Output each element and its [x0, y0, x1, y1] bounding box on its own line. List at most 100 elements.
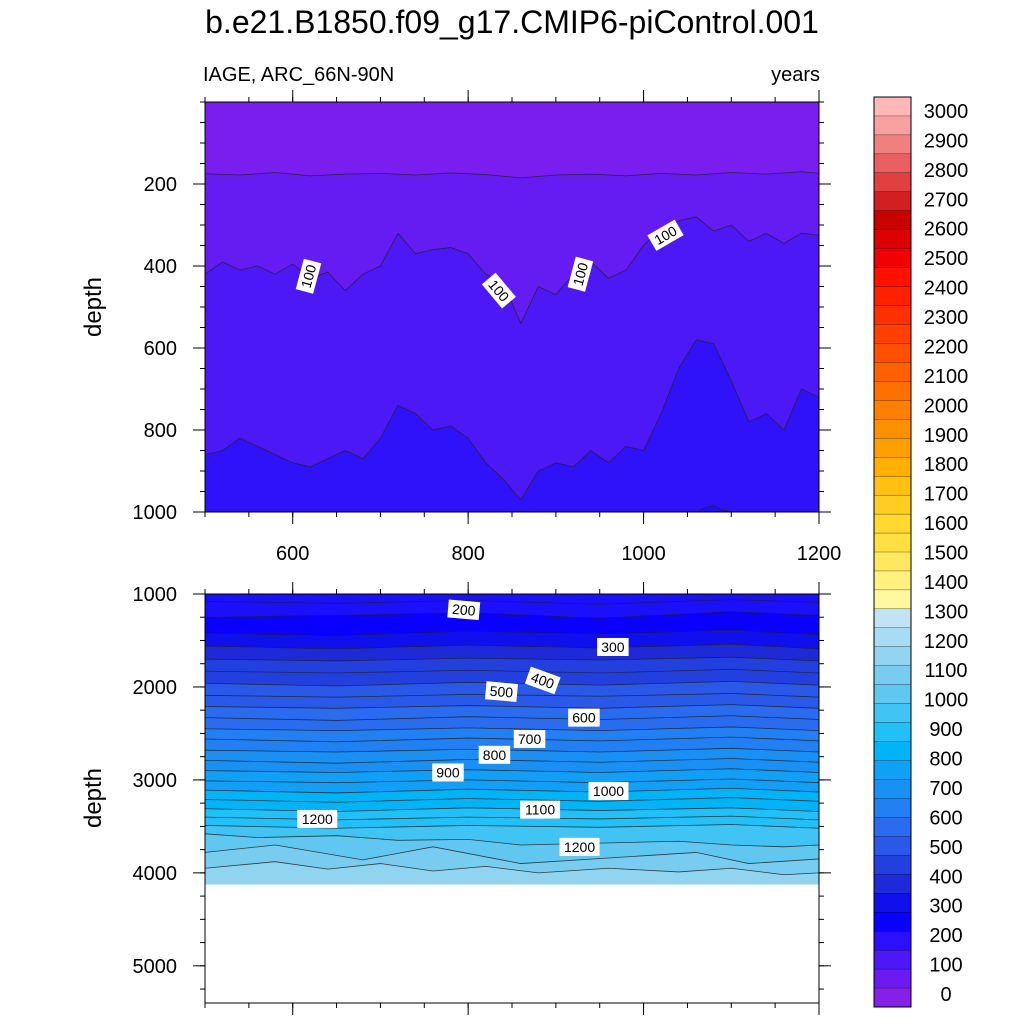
panel-lower: 200 300 400 500 600 700 800 900 1000 1100 1200 1200…: [80, 582, 831, 1015]
colorbar-box: [873, 874, 912, 894]
colorbar-label: 200: [929, 925, 962, 947]
contour-label: 700: [513, 730, 546, 749]
colorbar-label: 900: [929, 719, 962, 741]
colorbar-box: [873, 305, 912, 325]
colorbar-box: [873, 798, 912, 818]
plot-area: 200 300 400 500 600 700 800 900 1000 1100 1200 1200: [205, 594, 819, 885]
contour-label-text: 100: [298, 263, 320, 290]
colorbar-label: 2200: [924, 336, 969, 358]
contour-label-text: 400: [529, 669, 557, 692]
contour-label: 1100: [520, 800, 561, 819]
contour-label: 100: [481, 272, 516, 309]
y-tick-label: 400: [144, 256, 177, 278]
colorbar-box: [873, 684, 912, 705]
y-axis-label: depth: [80, 277, 107, 337]
contour-label: 400: [524, 666, 561, 695]
colorbar-frame: [873, 96, 912, 1008]
y-tick-label: 3000: [133, 770, 178, 792]
contour-label-text: 100: [570, 261, 592, 288]
colorbar-box: [873, 893, 912, 913]
colorbar-box: [873, 817, 912, 837]
colorbar-box: [873, 267, 912, 288]
colorbar-label: 400: [929, 866, 962, 888]
colorbar-box: [873, 381, 912, 401]
contour-line: [205, 778, 819, 784]
contour-line: [205, 844, 819, 864]
contour-fill: [205, 339, 819, 512]
colorbar-box: [873, 532, 912, 553]
colorbar-box: [873, 968, 912, 989]
colorbar-box: [873, 457, 912, 477]
colorbar-box: [873, 191, 912, 212]
x-tick-label: 800: [451, 543, 484, 565]
contour-line: [205, 768, 819, 773]
colorbar-box: [873, 494, 912, 515]
contour-label-text: 200: [451, 601, 476, 619]
contour-line: [696, 505, 732, 512]
colorbar-box: [873, 153, 912, 174]
contour-label-text: 300: [601, 639, 625, 655]
colorbar-box: [873, 400, 912, 420]
colorbar-label: 2800: [924, 160, 969, 182]
contour-line: [205, 656, 819, 662]
colorbar-label: 1900: [924, 425, 969, 447]
y-tick-label: 4000: [133, 863, 178, 885]
colorbar-label: 2100: [924, 366, 969, 388]
colorbar-box: [873, 134, 912, 155]
contour-label-text: 1200: [302, 811, 333, 827]
colorbar-label: 700: [929, 778, 962, 800]
contour-line: [205, 643, 819, 650]
contour-line: [205, 787, 819, 794]
colorbar-box: [873, 665, 912, 686]
contour-label-text: 500: [489, 683, 514, 701]
contour-line: [205, 726, 819, 732]
y-tick-label: 2000: [133, 677, 178, 699]
colorbar-label: 1200: [924, 631, 969, 653]
contour-fill: [696, 505, 732, 512]
colorbar-box: [873, 229, 912, 250]
contour-line: [205, 693, 819, 698]
colorbar-label: 1600: [924, 513, 969, 535]
y-tick-label: 5000: [133, 956, 178, 978]
contour-label: 800: [478, 745, 511, 764]
colorbar-label: 500: [929, 837, 962, 859]
contour-line: [205, 629, 819, 637]
colorbar-box: [873, 324, 912, 344]
colorbar-label: 2500: [924, 248, 969, 270]
colorbar-box: [873, 627, 912, 648]
colorbar-box: [873, 703, 912, 724]
colorbar-box: [873, 551, 912, 572]
contour-label: 1200: [297, 809, 338, 828]
colorbar-box: [873, 855, 912, 875]
colorbar-box: [873, 760, 912, 780]
colorbar-box: [873, 949, 912, 970]
colorbar-label: 2300: [924, 307, 969, 329]
contour-label-text: 1200: [564, 839, 595, 855]
contour-label: 1000: [588, 782, 629, 801]
contour-label-text: 600: [572, 710, 596, 726]
colorbar-box: [873, 836, 912, 856]
colorbar-box: [873, 96, 912, 117]
contour-line: [205, 797, 819, 803]
x-tick-label: 1000: [621, 543, 666, 565]
contour-label: 100: [295, 258, 322, 294]
contour-line: [205, 704, 819, 709]
colorbar-label: 2400: [924, 278, 969, 300]
contour-label-text: 800: [483, 747, 507, 763]
contour-line: [205, 833, 819, 848]
y-tick-label: 200: [144, 174, 177, 196]
colorbar-box: [873, 513, 912, 534]
colorbar-box: [873, 438, 912, 458]
x-tick-label: 600: [276, 543, 309, 565]
contour-line: [205, 861, 819, 876]
colorbar-box: [873, 362, 912, 382]
colorbar-label: 300: [929, 896, 962, 918]
units-label: years: [771, 64, 820, 86]
contour-label: 300: [597, 637, 629, 656]
contour-label-text: 1000: [593, 783, 624, 799]
contour-line: [205, 715, 819, 721]
colorbar-box: [873, 172, 912, 193]
